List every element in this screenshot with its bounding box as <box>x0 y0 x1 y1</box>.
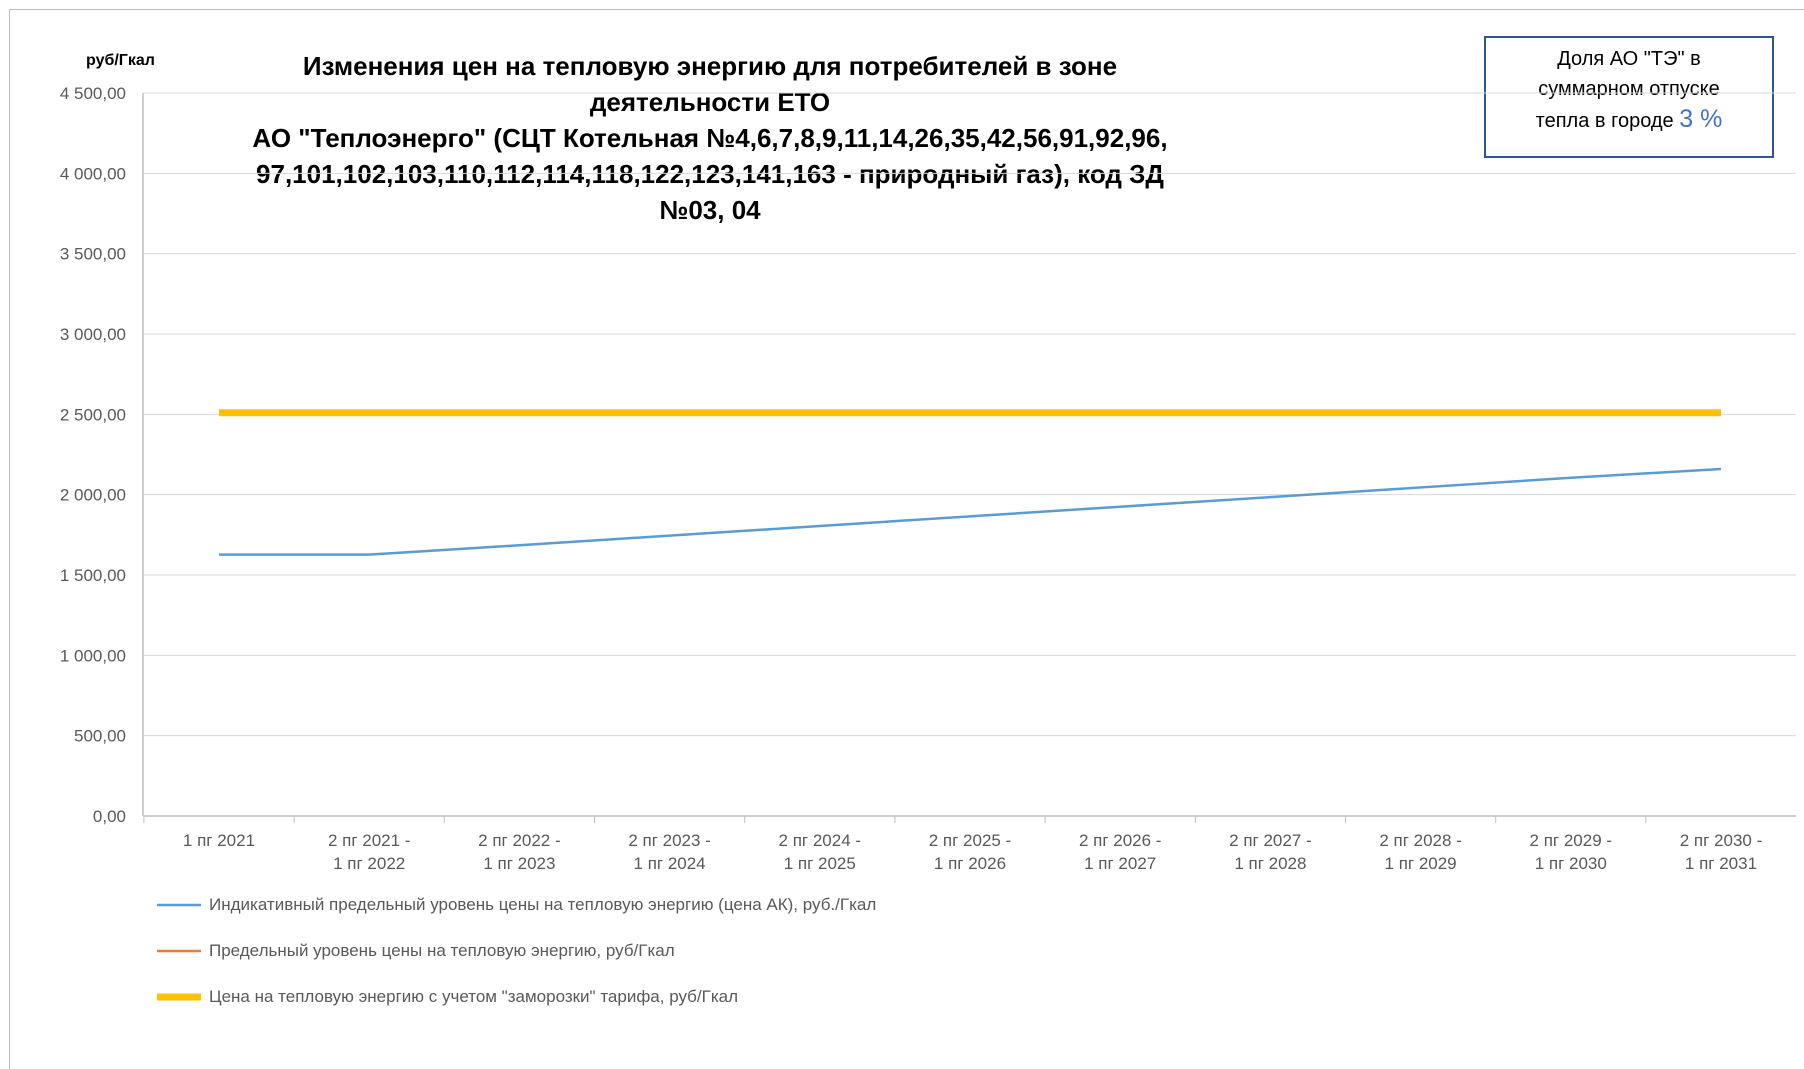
legend-item-limit: Предельный уровень цены на тепловую энер… <box>155 928 876 974</box>
y-tick-label: 3 500,00 <box>60 245 126 264</box>
legend-swatch-frozen <box>157 993 201 1001</box>
y-tick-label: 500,00 <box>74 727 126 746</box>
chart-frame <box>9 9 1804 1069</box>
x-tick-label: 2 пг 2027 -1 пг 2028 <box>1229 831 1312 873</box>
x-tick-label: 2 пг 2025 -1 пг 2026 <box>929 831 1012 873</box>
y-tick-label: 2 500,00 <box>60 405 126 424</box>
share-text-line-1: Доля АО "ТЭ" в <box>1557 48 1701 70</box>
legend-label-indicative: Индикативный предельный уровень цены на … <box>209 895 877 914</box>
legend-swatch-limit <box>157 949 201 953</box>
y-tick-label: 1 500,00 <box>60 566 126 585</box>
x-tick-label: 2 пг 2024 -1 пг 2025 <box>779 831 862 873</box>
legend-item-frozen: Цена на тепловую энергию с учетом "замор… <box>155 974 876 1020</box>
chart-title-line-1: Изменения цен на тепловую энергию для по… <box>302 51 1118 117</box>
y-tick-label: 0,00 <box>93 807 126 826</box>
y-tick-label: 3 000,00 <box>60 325 126 344</box>
y-tick-label: 2 000,00 <box>60 486 126 505</box>
share-text-line-3: тепла в городе 3 % <box>1486 104 1772 136</box>
chart-legend: Индикативный предельный уровень цены на … <box>155 882 876 1020</box>
x-tick-label: 1 пг 2021 <box>183 831 255 850</box>
y-tick-label: 4 000,00 <box>60 164 126 183</box>
x-tick-label: 2 пг 2026 -1 пг 2027 <box>1079 831 1162 873</box>
share-text-line-3-label: тепла в городе <box>1535 110 1674 132</box>
chart-title-line-2: АО "Теплоэнерго" (СЦТ Котельная №4,6,7,8… <box>252 123 1168 153</box>
share-text-line-2: суммарном отпуске <box>1538 78 1720 100</box>
legend-item-indicative: Индикативный предельный уровень цены на … <box>155 882 876 928</box>
share-info-box: Доля АО "ТЭ" в суммарном отпуске тепла в… <box>1484 36 1774 158</box>
share-value: 3 % <box>1679 105 1723 133</box>
x-tick-label: 2 пг 2023 -1 пг 2024 <box>628 831 711 873</box>
y-tick-label: 4 500,00 <box>60 84 126 103</box>
x-tick-label: 2 пг 2030 -1 пг 2031 <box>1680 831 1763 873</box>
x-tick-label: 2 пг 2021 -1 пг 2022 <box>328 831 411 873</box>
chart-title-line-3: 97,101,102,103,110,112,114,118,122,123,1… <box>256 159 1164 225</box>
legend-label-limit: Предельный уровень цены на тепловую энер… <box>209 941 675 960</box>
legend-label-frozen: Цена на тепловую энергию с учетом "замор… <box>209 987 739 1006</box>
chart-title: Изменения цен на тепловую энергию для по… <box>230 48 1190 228</box>
x-tick-label: 2 пг 2028 -1 пг 2029 <box>1379 831 1462 873</box>
x-tick-label: 2 пг 2029 -1 пг 2030 <box>1530 831 1613 873</box>
y-axis-unit-label: руб/Гкал <box>86 52 155 69</box>
x-tick-label: 2 пг 2022 -1 пг 2023 <box>478 831 561 873</box>
series-line-0 <box>219 467 1722 556</box>
y-tick-label: 1 000,00 <box>60 646 126 665</box>
legend-swatch-indicative <box>157 903 201 907</box>
